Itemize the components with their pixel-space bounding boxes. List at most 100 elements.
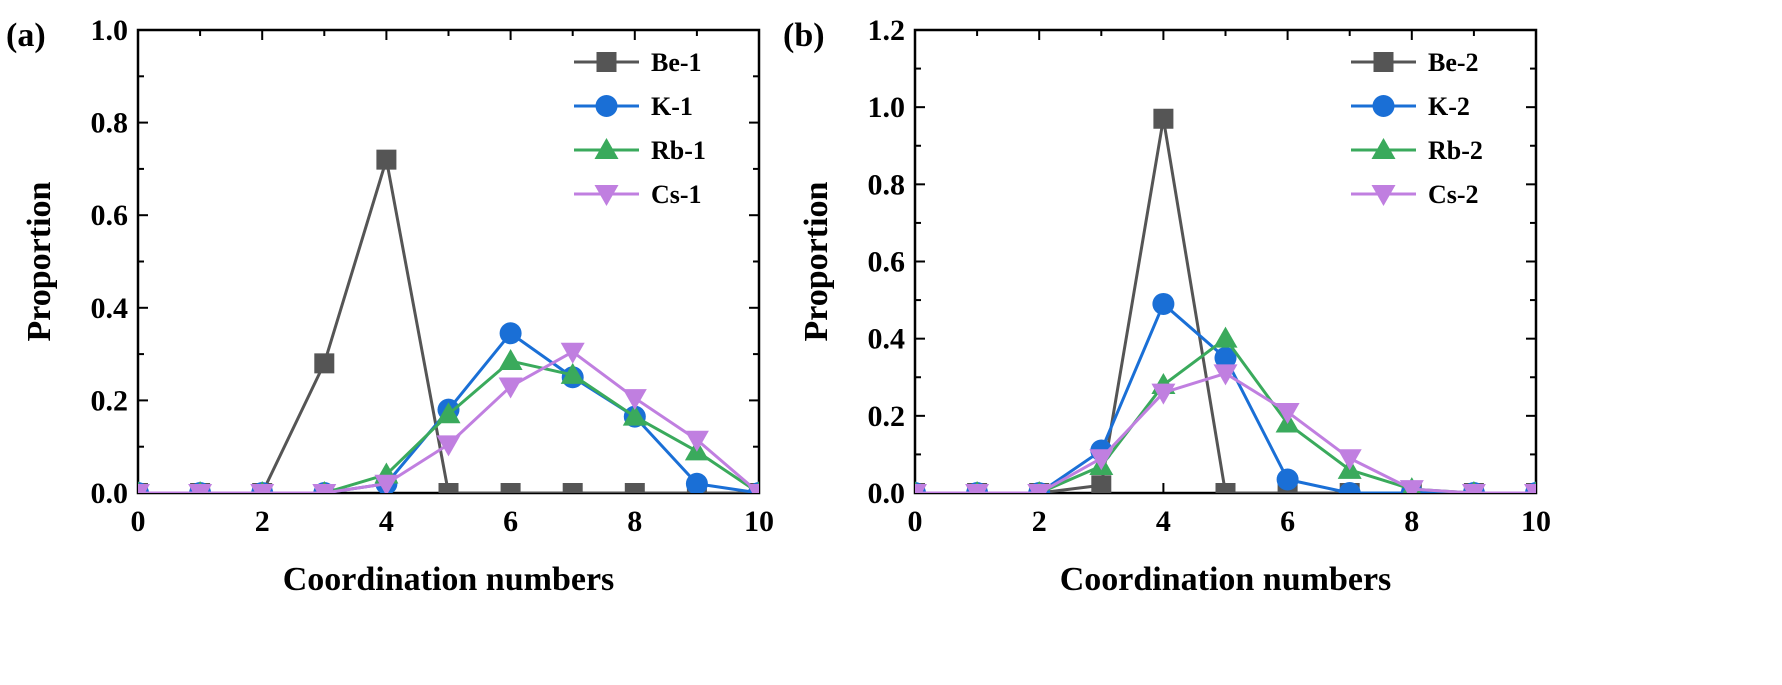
x-tick-label: 10 <box>1521 505 1551 538</box>
legend-marker <box>594 138 619 159</box>
legend-label: Rb-2 <box>1428 136 1483 165</box>
data-point <box>1153 108 1174 129</box>
legend-marker <box>596 52 617 72</box>
x-tick-label: 6 <box>503 505 518 538</box>
data-point <box>685 472 708 493</box>
data-point <box>1213 364 1238 386</box>
y-axis-title: Proportion <box>21 181 58 341</box>
y-tick-label: 0.4 <box>91 292 129 325</box>
panel-b: (b) 0 2 4 6 8 10 0.0 0.2 0.4 0.6 0.8 1.0 1.2 Coordinat… <box>783 14 1551 598</box>
data-point <box>498 349 523 371</box>
y-tick-label: 0.6 <box>868 246 906 279</box>
x-tick-label: 0 <box>131 505 146 538</box>
data-point <box>500 483 521 493</box>
legend-marker <box>595 95 618 117</box>
series-Be-2 <box>915 108 1536 493</box>
data-point <box>1338 482 1361 493</box>
series-K-2 <box>915 292 1536 493</box>
y-axis-title: Proportion <box>798 181 835 341</box>
data-point <box>915 484 927 493</box>
panel-label: (b) <box>783 17 825 54</box>
legend-label: K-2 <box>1428 92 1470 121</box>
data-point <box>1524 484 1536 493</box>
data-point <box>1089 449 1114 471</box>
x-tick-label: 8 <box>1404 505 1419 538</box>
data-point <box>376 149 397 170</box>
data-point <box>1027 484 1052 493</box>
data-point <box>138 484 150 493</box>
data-point <box>1152 292 1175 315</box>
x-tick-label: 2 <box>1032 505 1047 538</box>
legend-marker <box>1373 52 1394 72</box>
legend-label: Cs-2 <box>1428 180 1479 209</box>
data-point <box>374 474 399 493</box>
data-point <box>1213 326 1238 348</box>
y-tick-label: 0.8 <box>91 107 129 140</box>
legend-label: K-1 <box>651 92 693 121</box>
data-point <box>436 435 461 457</box>
legend: Be-1 K-1 Rb-1 Cs-1 <box>574 48 706 209</box>
data-point <box>622 389 647 411</box>
data-point <box>314 353 335 374</box>
data-point <box>312 484 337 493</box>
panel-label: (a) <box>6 17 46 54</box>
x-tick-label: 4 <box>1156 505 1171 538</box>
data-point <box>684 430 709 452</box>
y-tick-label: 0.2 <box>91 384 129 417</box>
x-tick-label: 6 <box>1280 505 1295 538</box>
series-line <box>138 359 759 493</box>
data-point <box>250 484 275 493</box>
data-point <box>438 483 459 493</box>
y-tick-label: 0.6 <box>91 199 129 232</box>
legend-label: Be-1 <box>651 48 702 77</box>
legend-label: Be-2 <box>1428 48 1479 77</box>
x-tick-label: 2 <box>255 505 270 538</box>
y-tick-label: 1.0 <box>868 91 906 124</box>
x-tick-label: 8 <box>627 505 642 538</box>
panel-a: (a) 0 2 4 6 8 10 0.0 0.2 0.4 0.6 0.8 1.0 Coordination… <box>6 14 774 598</box>
data-point <box>560 362 585 384</box>
data-point <box>1091 475 1112 493</box>
data-point <box>499 322 522 345</box>
data-point <box>1337 449 1362 471</box>
data-point <box>747 484 759 493</box>
data-point <box>1275 402 1300 424</box>
y-tick-label: 0.0 <box>91 477 129 510</box>
data-point <box>498 377 523 399</box>
data-point <box>560 342 585 364</box>
data-point <box>436 402 461 424</box>
legend-marker <box>594 185 619 206</box>
x-tick-label: 4 <box>379 505 394 538</box>
data-point <box>1215 483 1236 493</box>
legend-marker <box>1371 185 1396 206</box>
data-point <box>1214 346 1237 369</box>
y-tick-label: 1.0 <box>91 14 129 47</box>
y-tick-label: 0.0 <box>868 477 906 510</box>
legend-label: Cs-1 <box>651 180 702 209</box>
data-point <box>624 483 645 493</box>
data-point <box>1151 383 1176 405</box>
series-Cs-2 <box>915 364 1536 493</box>
series-Cs-1 <box>138 342 759 493</box>
data-point <box>1276 468 1299 491</box>
series-line <box>915 117 1536 493</box>
series-line <box>915 371 1536 493</box>
legend-marker <box>1372 95 1395 117</box>
x-tick-label: 0 <box>908 505 923 538</box>
y-tick-label: 0.2 <box>868 400 906 433</box>
data-point <box>1461 484 1486 493</box>
data-point <box>622 404 647 426</box>
legend-label: Rb-1 <box>651 136 706 165</box>
y-tick-label: 0.8 <box>868 168 906 201</box>
y-tick-label: 0.4 <box>868 323 906 356</box>
x-tick-label: 10 <box>744 505 774 538</box>
legend: Be-2 K-2 Rb-2 Cs-2 <box>1351 48 1483 209</box>
legend-marker <box>1371 138 1396 159</box>
data-point <box>562 483 583 493</box>
x-axis-title: Coordination numbers <box>1060 561 1392 598</box>
data-point <box>188 484 213 493</box>
y-tick-label: 1.2 <box>868 14 906 47</box>
data-point <box>1399 480 1424 493</box>
